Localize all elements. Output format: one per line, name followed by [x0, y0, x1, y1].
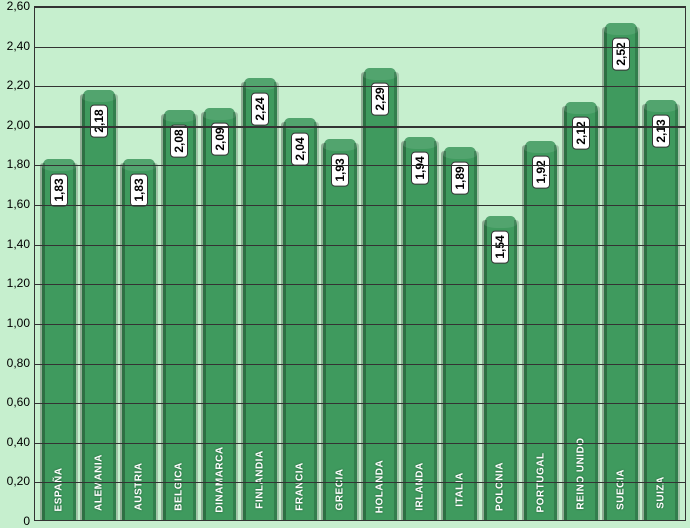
- bar-value-label: 2,29: [371, 82, 389, 115]
- gridline: [35, 482, 685, 483]
- gridline: [35, 86, 685, 87]
- gridline: [35, 47, 685, 48]
- bar: 2,12 REINO UNIDO: [564, 102, 598, 520]
- bar-top-highlight: [323, 139, 357, 151]
- bar-category-label: FINLANDIA: [254, 451, 265, 509]
- bar-category-label: SUECIA: [615, 469, 626, 510]
- bar: 1,94 IRLANDA: [403, 137, 437, 520]
- bar-category-label: SUIZA: [655, 476, 666, 509]
- bar-category-label: ESPAÑA: [54, 467, 65, 511]
- bar: 2,09DINAMARCA: [203, 108, 237, 520]
- bar-value-label: 2,04: [291, 132, 309, 165]
- bar: 1,92PORTUGAL: [524, 141, 558, 520]
- bar: 2,08 BELGICA: [163, 110, 197, 520]
- y-axis-label: 1,60: [0, 197, 30, 211]
- bar-category-label: POLONIA: [495, 462, 506, 511]
- bar-top-highlight: [203, 108, 237, 120]
- bar-top-highlight: [644, 100, 678, 112]
- bar-top-highlight: [524, 141, 558, 153]
- gridline: [35, 245, 685, 246]
- bar-category-label: FRANCIA: [294, 462, 305, 511]
- y-axis-label: 0,80: [0, 356, 30, 370]
- bar-category-label: GRECIA: [334, 468, 345, 510]
- bar: 2,13 SUIZA: [644, 100, 678, 520]
- bar-value-label: 2,08: [170, 124, 188, 157]
- y-axis-label: 0,60: [0, 395, 30, 409]
- bar-value-label: 1,83: [130, 173, 148, 206]
- y-axis-label: 0,20: [0, 474, 30, 488]
- bar-category-label: HOLANDA: [375, 459, 386, 513]
- bar-top-highlight: [403, 137, 437, 149]
- bar-value-label: 2,13: [652, 114, 670, 147]
- bar: 2,52 SUECIA: [604, 23, 638, 520]
- bar-top-highlight: [243, 78, 277, 90]
- gridline: [35, 126, 685, 128]
- gridline: [35, 364, 685, 365]
- gridline: [35, 7, 685, 8]
- bar-value-label: 1,92: [532, 155, 550, 188]
- bar: 1,83 AUSTRIA: [122, 159, 156, 520]
- bar: 2,18ALEMANIA: [82, 90, 116, 520]
- bar-value-label: 2,18: [90, 104, 108, 137]
- gridline: [35, 205, 685, 206]
- y-axis-label: 1,00: [0, 316, 30, 330]
- bar-category-label: IRLANDA: [415, 462, 426, 511]
- bar-category-label: AUSTRIA: [134, 462, 145, 510]
- y-axis-label: 2,00: [0, 118, 30, 132]
- y-axis-label: 2,60: [0, 0, 30, 13]
- bar-top-highlight: [443, 147, 477, 159]
- y-axis-label: 1,20: [0, 276, 30, 290]
- bar-value-label: 1,94: [411, 152, 429, 185]
- bar-top-highlight: [82, 90, 116, 102]
- bar: 2,24 FINLANDIA: [243, 78, 277, 520]
- bar-value-label: 1,54: [491, 230, 509, 263]
- bar-category-label: REINO UNIDO: [575, 437, 586, 509]
- bar-value-label: 2,12: [572, 116, 590, 149]
- y-axis-label: 1,80: [0, 157, 30, 171]
- bar-value-label: 2,24: [251, 92, 269, 125]
- bar-top-highlight: [564, 102, 598, 114]
- bar-top-highlight: [163, 110, 197, 122]
- bar-value-label: 2,52: [612, 37, 630, 70]
- y-axis-label: 2,40: [0, 39, 30, 53]
- y-axis-label: 0: [0, 514, 30, 528]
- gridline: [35, 403, 685, 404]
- bar-top-highlight: [604, 23, 638, 35]
- bar: 1,83 ESPAÑA: [42, 159, 76, 520]
- plot-area: 1,83 ESPAÑA 2,18ALEMANIA 1,83 AUSTRIA 2,08 BEL…: [34, 6, 686, 521]
- bar-category-label: DINAMARCA: [214, 447, 225, 513]
- bar: 1,93 GRECIA: [323, 139, 357, 520]
- bar: 1,54 POLONIA: [484, 216, 518, 520]
- gridline: [35, 165, 685, 166]
- bar: 2,29 HOLANDA: [363, 68, 397, 520]
- gridline: [35, 324, 685, 325]
- bar-value-label: 1,93: [331, 154, 349, 187]
- bar-top-highlight: [484, 216, 518, 228]
- bar-category-label: BELGICA: [174, 462, 185, 511]
- bar-category-label: ITALIA: [455, 472, 466, 506]
- gridline: [35, 284, 685, 285]
- bar-chart: 1,83 ESPAÑA 2,18ALEMANIA 1,83 AUSTRIA 2,08 BEL…: [0, 0, 690, 527]
- gridline: [35, 443, 685, 444]
- y-axis-label: 1,40: [0, 237, 30, 251]
- bar: 1,89ITALIA: [443, 147, 477, 520]
- bar: 2,04 FRANCIA: [283, 118, 317, 521]
- y-axis-label: 0,40: [0, 435, 30, 449]
- bar-top-highlight: [363, 68, 397, 80]
- y-axis-label: 2,20: [0, 78, 30, 92]
- bar-value-label: 1,83: [50, 173, 68, 206]
